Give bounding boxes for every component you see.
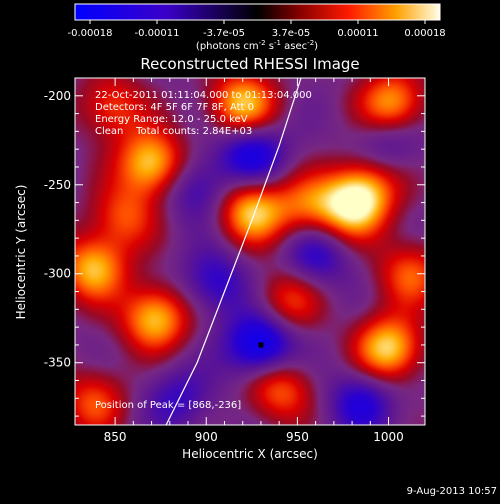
x-tick-label: 1000 xyxy=(373,430,404,444)
colorbar-tick-label: -0.00018 xyxy=(68,28,113,39)
colorbar-tick-label: 0.00011 xyxy=(337,28,378,39)
colorbar-tick-label: 0.00018 xyxy=(404,28,445,39)
x-tick-label: 950 xyxy=(286,430,309,444)
chart-title: Reconstructed RHESSI Image xyxy=(140,55,359,73)
axes: 850 900 950 1000 -350 -300 -250 -200 xyxy=(44,77,425,444)
y-tick-label: -250 xyxy=(44,178,71,192)
colorbar xyxy=(74,3,441,21)
cb-unit-sup2: -1 xyxy=(274,39,281,47)
cb-unit-sup3: -2 xyxy=(307,39,314,47)
peak-position-label: Position of Peak = [868,-236] xyxy=(95,400,241,411)
heatmap-image xyxy=(75,78,425,425)
x-tick-label: 850 xyxy=(104,430,127,444)
annotation-time-range: 22-Oct-2011 01:11:04.000 to 01:13:04.000 xyxy=(95,90,312,101)
colorbar-tick-label: -3.7e-05 xyxy=(203,28,245,39)
peak-marker xyxy=(258,342,264,348)
annotation-total-counts: Clean Total counts: 2.84E+03 xyxy=(95,126,252,137)
colorbar-tick-label: 3.7e-05 xyxy=(272,28,310,39)
x-tick-label: 900 xyxy=(195,430,218,444)
annotation-energy-range: Energy Range: 12.0 - 25.0 keV xyxy=(95,114,248,125)
cb-unit-close: ) xyxy=(314,41,318,52)
cb-unit-sup1: -2 xyxy=(259,39,266,47)
colorbar-tick-label: -0.00011 xyxy=(135,28,180,39)
cb-unit-main: (photons cm xyxy=(196,41,259,52)
footer-date: 9-Aug-2013 10:57 xyxy=(407,486,497,497)
observation-annotations: 22-Oct-2011 01:11:04.000 to 01:13:04.000… xyxy=(95,90,312,411)
y-tick-label: -300 xyxy=(44,267,71,281)
x-axis-label: Heliocentric X (arcsec) xyxy=(182,447,318,461)
colorbar-unit-label: (photons cm-2 s-1 asec-2) xyxy=(196,39,318,52)
y-axis-label: Heliocentric Y (arcsec) xyxy=(14,185,28,320)
cb-unit-mid: s xyxy=(266,41,274,52)
y-tick-label: -200 xyxy=(44,89,71,103)
colorbar-ticks: -0.00018 -0.00011 -3.7e-05 3.7e-05 0.00011 0.… xyxy=(68,20,446,39)
annotation-detectors: Detectors: 4F 5F 6F 7F 8F, Att 0 xyxy=(95,102,254,113)
plot-frame xyxy=(74,77,426,426)
solar-limb-curve xyxy=(165,78,302,425)
cb-unit-end: asec xyxy=(281,41,307,52)
y-tick-label: -350 xyxy=(44,356,71,370)
